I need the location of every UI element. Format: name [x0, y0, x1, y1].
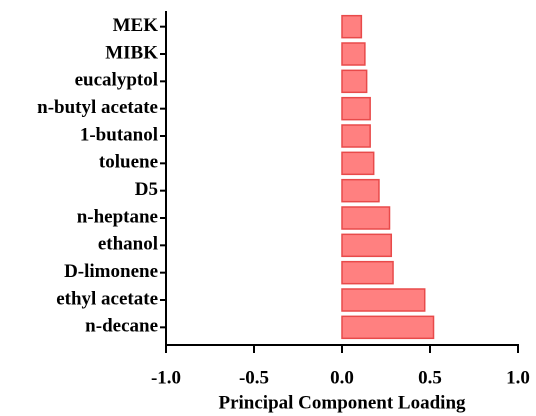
bar [341, 69, 368, 94]
bar [341, 260, 394, 285]
y-tick-label: ethyl acetate [56, 288, 158, 309]
bar [341, 14, 363, 39]
y-tick-label: ethanol [98, 234, 158, 255]
bar [341, 233, 393, 258]
y-tick-label: n-heptane [77, 206, 158, 227]
x-tick-label: 0.0 [330, 367, 354, 388]
bar [341, 124, 371, 148]
bar [341, 288, 426, 312]
x-tick-label: -1.0 [151, 367, 181, 388]
bar [341, 315, 435, 340]
x-axis-title: Principal Component Loading [218, 392, 466, 413]
y-tick-label: MEK [113, 15, 159, 36]
bar [341, 178, 380, 203]
bar [341, 206, 391, 230]
x-tick-label: 0.5 [418, 367, 442, 388]
y-tick-label: n-butyl acetate [37, 97, 158, 118]
y-tick-label: D-limonene [64, 261, 158, 282]
x-tick-label: -0.5 [239, 367, 269, 388]
bar [341, 96, 371, 121]
y-tick-label: eucalyptol [75, 70, 158, 91]
y-tick-label: MIBK [105, 42, 158, 63]
y-tick-label: toluene [99, 152, 158, 173]
bar [341, 151, 375, 176]
y-tick-label: D5 [135, 179, 158, 200]
x-tick-label: 1.0 [506, 367, 530, 388]
y-tick-label: n-decane [85, 316, 158, 337]
y-tick-label: 1-butanol [80, 124, 158, 145]
bar [341, 42, 366, 66]
